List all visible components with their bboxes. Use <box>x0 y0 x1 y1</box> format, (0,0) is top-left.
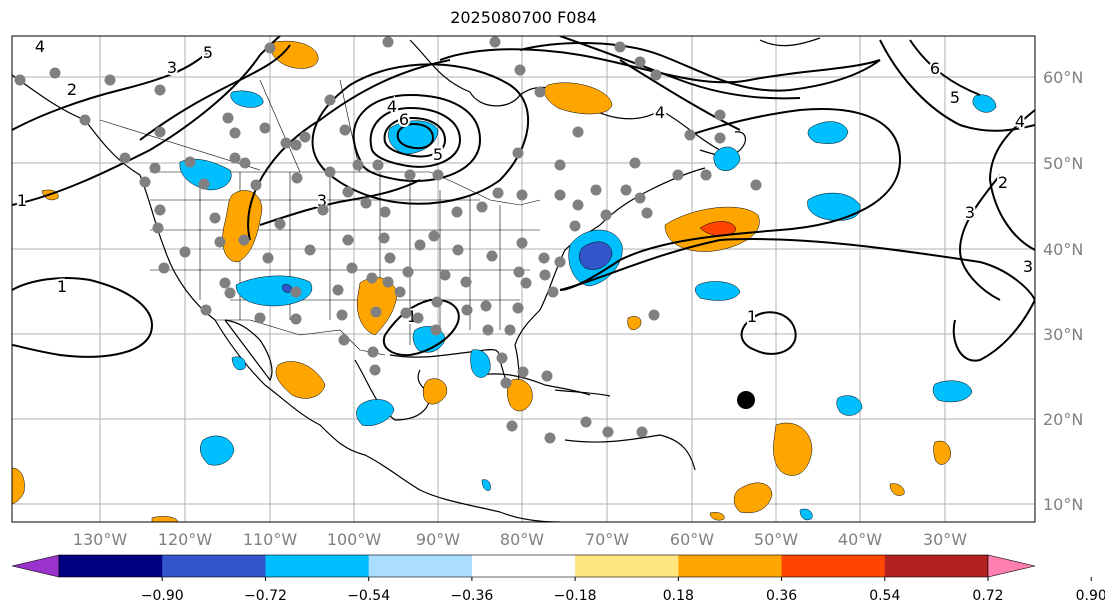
colorbar-tick-label: 0.18 <box>663 588 694 604</box>
colorbar: −0.90 −0.72 −0.54 −0.36 −0.18 0.18 0.36 0.54 0.7… <box>11 554 1105 604</box>
contour-label: 2 <box>998 173 1008 192</box>
colorbar-cell <box>162 555 266 577</box>
lon-label: 90°W <box>416 530 460 549</box>
contour-label: 4 <box>35 37 45 56</box>
lon-label: 60°W <box>670 530 714 549</box>
lon-label: 100°W <box>327 530 382 549</box>
colorbar-cell <box>575 555 679 577</box>
lon-label: 30°W <box>923 530 967 549</box>
longitude-labels: 130°W 120°W 110°W 100°W 90°W 80°W 70°W 6… <box>73 530 967 549</box>
contour-label: 6 <box>930 59 940 78</box>
colorbar-tick-label: −0.72 <box>244 588 287 604</box>
colorbar-min-extend <box>11 554 60 578</box>
contour-label: 5 <box>433 145 443 164</box>
lat-label: 50°N <box>1043 154 1083 173</box>
map-title: 2025080700 F084 <box>450 8 597 27</box>
lon-label: 70°W <box>585 530 629 549</box>
station-markers <box>14 36 762 444</box>
coastlines <box>12 37 821 522</box>
contour-label: 4 <box>387 97 397 116</box>
contour-lines <box>12 36 1035 362</box>
contour-label: 5 <box>203 43 213 62</box>
contour-label: 2 <box>67 80 77 99</box>
lon-label: 40°W <box>838 530 882 549</box>
colorbar-cell <box>884 555 989 577</box>
lon-label: 80°W <box>500 530 544 549</box>
lat-label: 40°N <box>1043 240 1083 259</box>
colorbar-cell <box>471 555 576 577</box>
map-area: 3 5 6 4 5 2 4 1 3 1 4 6 5 3 2 3 4 1 1 <box>12 36 1035 522</box>
contour-label-group: 3 5 6 4 5 2 4 1 3 1 4 6 5 3 2 3 4 1 1 <box>15 36 1035 328</box>
storm-center-marker <box>737 391 755 409</box>
colorbar-tick-label: −0.36 <box>450 588 493 604</box>
contour-label: 4 <box>655 103 665 122</box>
lon-label: 130°W <box>73 530 128 549</box>
contour-label: 3 <box>965 203 975 222</box>
lon-label: 50°W <box>754 530 798 549</box>
contour-label: 3 <box>167 58 177 77</box>
colorbar-cell <box>368 555 473 577</box>
colorbar-cell <box>781 555 886 577</box>
contour-label: 4 <box>1015 112 1025 131</box>
contour-label: 1 <box>17 191 27 210</box>
contour-label: 1 <box>57 277 67 296</box>
lat-label: 60°N <box>1043 68 1083 87</box>
colorbar-tick-label: −0.90 <box>141 588 184 604</box>
lon-label: 120°W <box>158 530 213 549</box>
contour-label: 5 <box>950 88 960 107</box>
contour-label: 3 <box>1023 257 1033 276</box>
colorbar-cell <box>678 555 783 577</box>
lat-label: 10°N <box>1043 495 1083 514</box>
colorbar-tick-label: 0.90 <box>1076 588 1105 604</box>
lat-label: 20°N <box>1043 410 1083 429</box>
contour-label: 6 <box>399 110 409 129</box>
contour-label: 1 <box>747 307 757 326</box>
colorbar-tick-label: −0.18 <box>554 588 597 604</box>
map-frame <box>11 35 1036 523</box>
colorbar-tick-label: −0.54 <box>347 588 390 604</box>
colorbar-cell <box>59 555 163 577</box>
latitude-labels: 60°N 50°N 40°N 30°N 20°N 10°N <box>1043 68 1083 514</box>
lon-label: 110°W <box>243 530 298 549</box>
colorbar-tick-label: 0.54 <box>869 588 900 604</box>
colorbar-cell <box>265 555 370 577</box>
lat-label: 30°N <box>1043 325 1083 344</box>
colorbar-tick-label: 0.36 <box>766 588 797 604</box>
shaded-anomalies <box>12 40 997 522</box>
colorbar-tick-label: 0.72 <box>972 588 1003 604</box>
colorbar-max-extend <box>987 554 1036 578</box>
